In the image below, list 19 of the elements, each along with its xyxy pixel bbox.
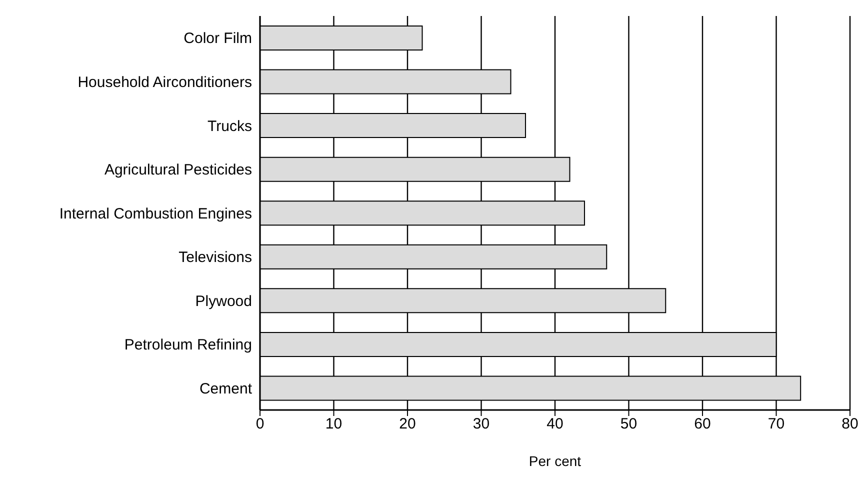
y-tick-label: Trucks: [208, 118, 252, 135]
x-tick-label: 0: [256, 416, 264, 433]
y-tick-label: Internal Combustion Engines: [59, 205, 252, 222]
x-tick-label: 30: [472, 416, 490, 433]
y-tick-label: Petroleum Refining: [124, 336, 252, 354]
x-tick-label: 10: [325, 416, 342, 433]
x-tick-label: 20: [399, 416, 416, 433]
y-tick-label: Televisions: [178, 249, 252, 266]
y-tick-label: Agricultural Pesticides: [104, 162, 252, 179]
x-tick-label: 40: [546, 416, 564, 433]
x-tick-label: 50: [620, 416, 638, 433]
y-tick-label: Household Airconditioners: [78, 74, 252, 91]
y-tick-label: Plywood: [195, 292, 252, 310]
x-tick-label: 60: [694, 416, 711, 433]
y-tick-label: Color Film: [184, 30, 252, 48]
y-tick-label: Cement: [199, 380, 253, 398]
x-axis-title: Per cent: [528, 453, 582, 469]
x-tick-label: 80: [842, 416, 858, 433]
x-tick-label: 70: [768, 416, 785, 433]
